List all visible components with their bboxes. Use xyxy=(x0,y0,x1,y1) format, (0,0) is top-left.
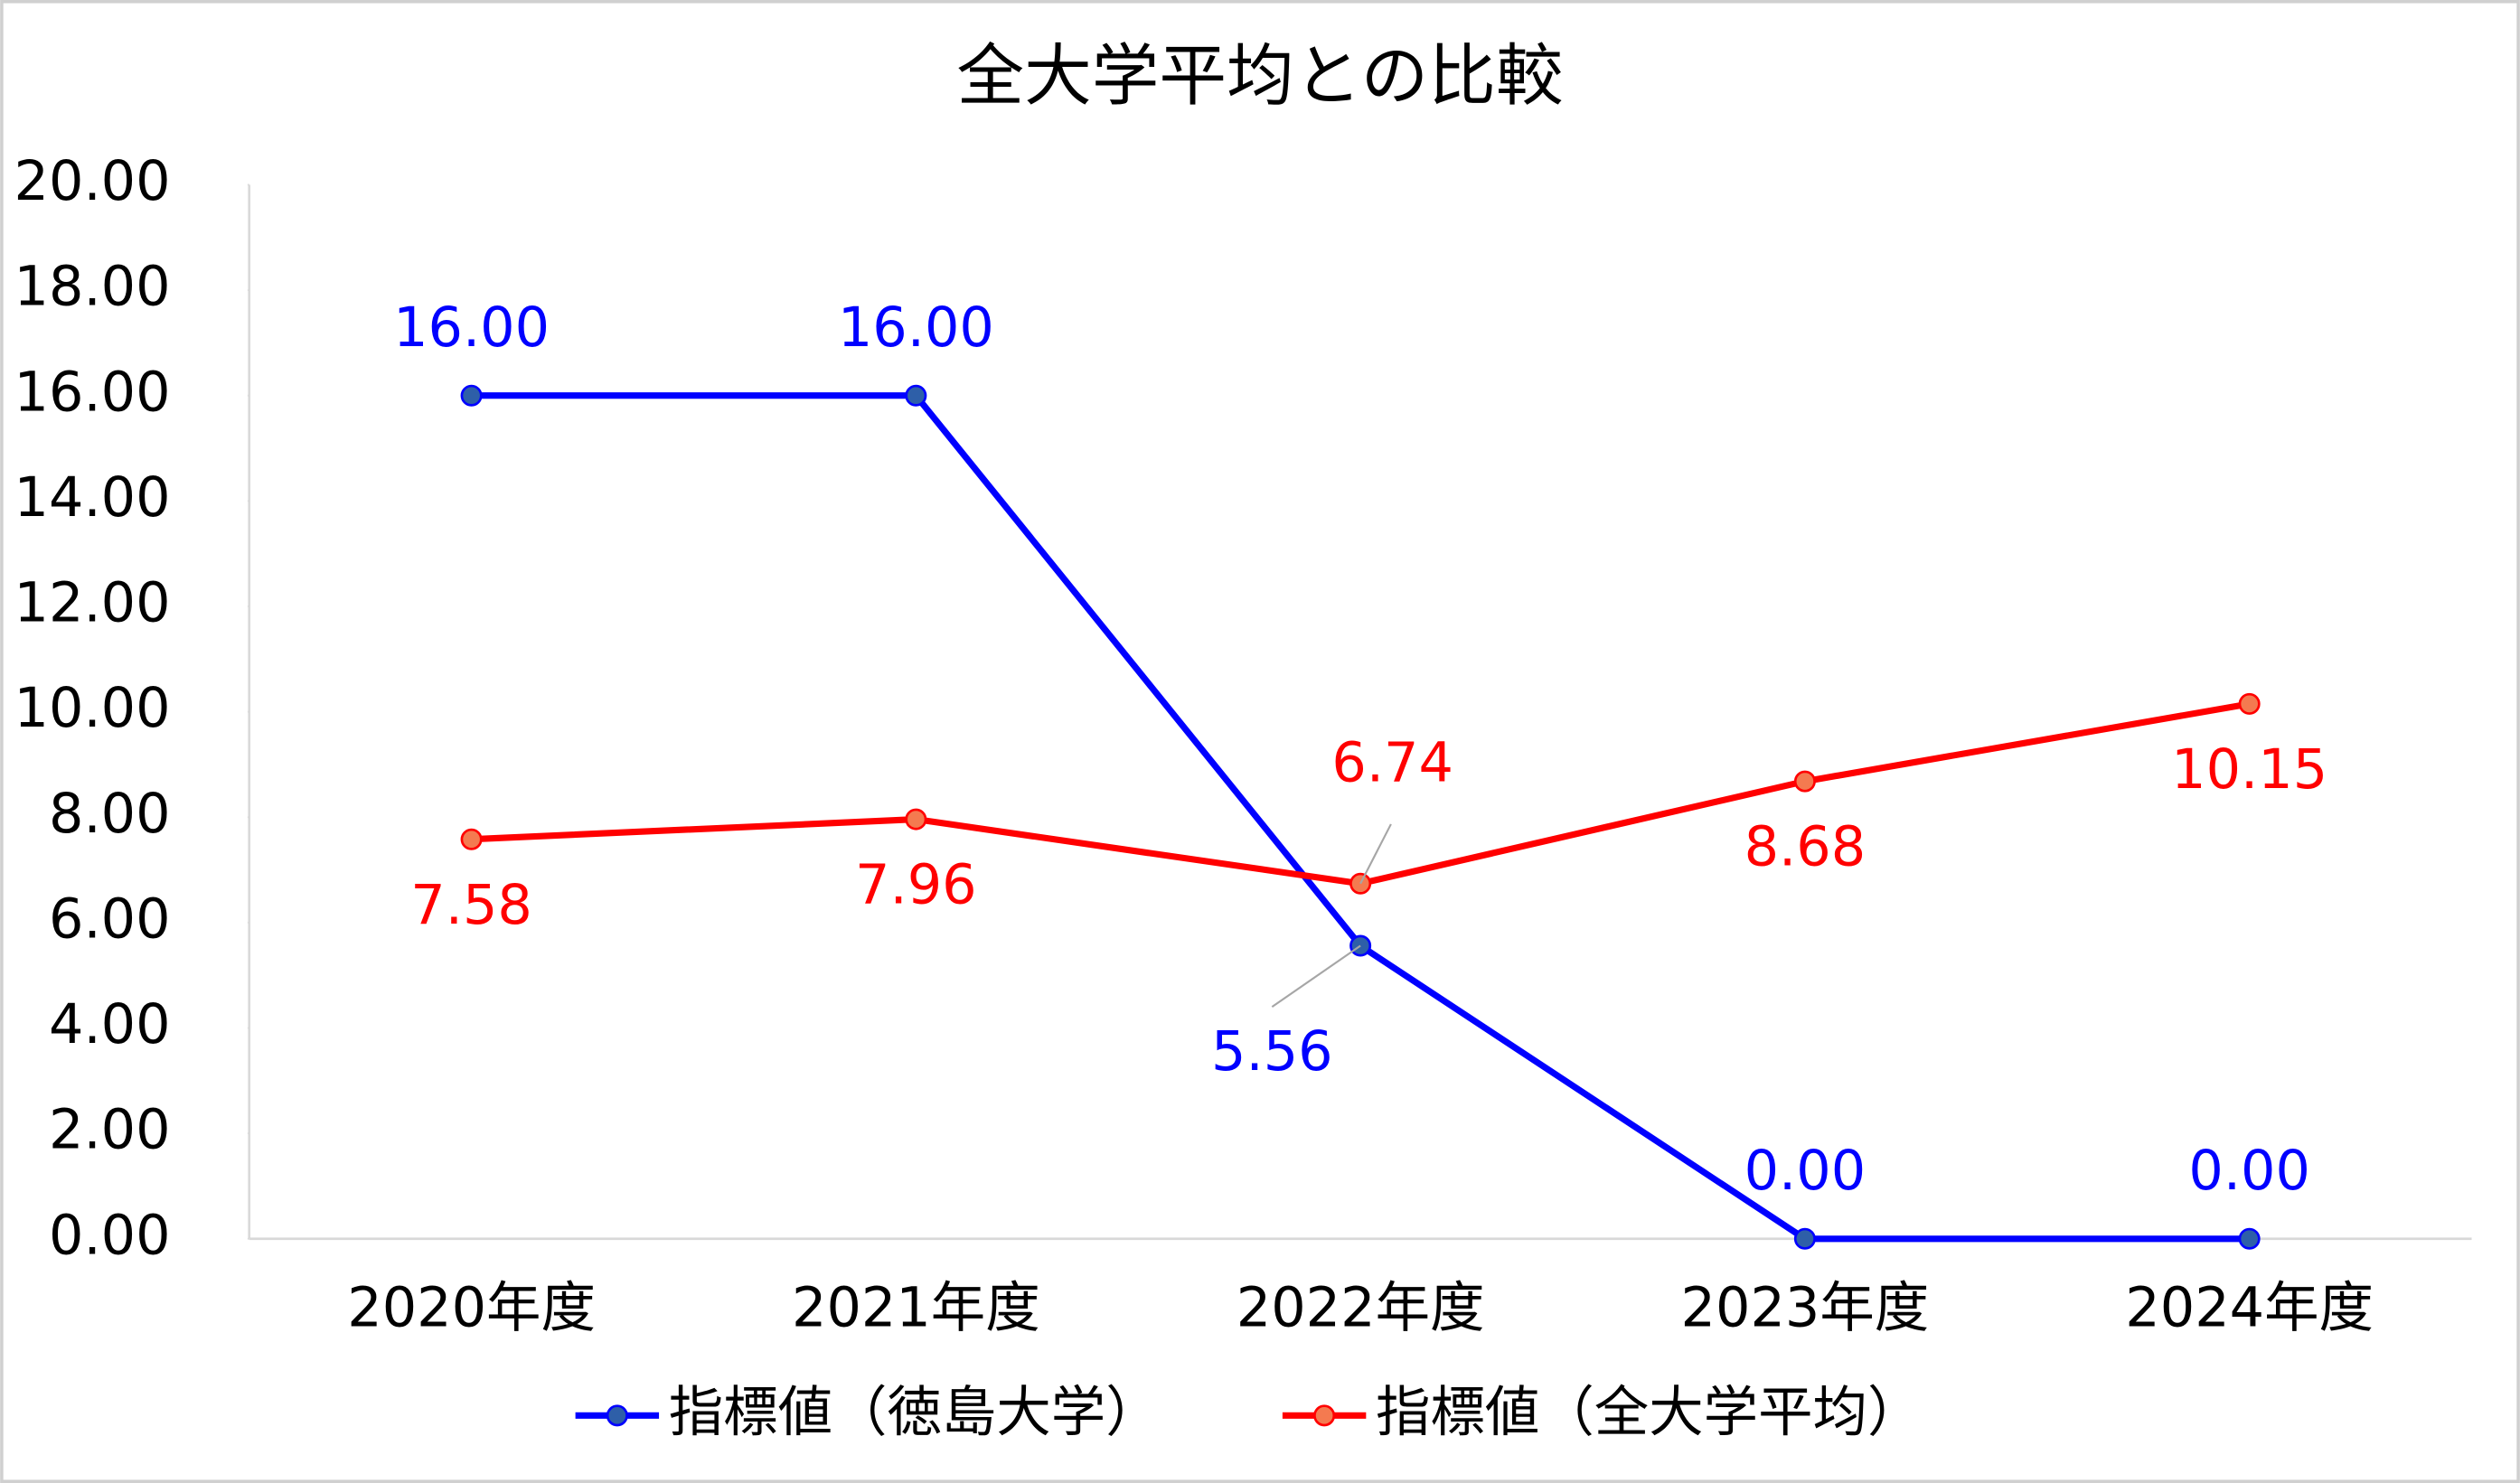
y-tick-label: 0.00 xyxy=(49,1204,171,1267)
data-label: 5.56 xyxy=(1211,1020,1333,1084)
data-point xyxy=(1793,1227,1816,1250)
data-point xyxy=(460,384,483,407)
legend-label: 指標値（全大学平均） xyxy=(1376,1381,1922,1444)
data-point xyxy=(905,384,927,407)
data-label: 10.15 xyxy=(2171,738,2327,802)
data-point xyxy=(2238,1227,2261,1250)
x-tick-label: 2024年度 xyxy=(2125,1276,2374,1339)
y-tick-label: 6.00 xyxy=(49,887,171,951)
y-tick-label: 18.00 xyxy=(14,256,171,319)
data-label: 7.58 xyxy=(410,874,532,937)
chart-title: 全大学平均との比較 xyxy=(956,36,1563,115)
data-point xyxy=(905,808,927,831)
x-tick-label: 2023年度 xyxy=(1681,1276,1930,1339)
y-tick-label: 8.00 xyxy=(49,783,171,846)
y-tick-label: 20.00 xyxy=(14,150,171,213)
y-tick-label: 2.00 xyxy=(49,1099,171,1162)
data-label: 0.00 xyxy=(2188,1140,2310,1203)
x-tick-label: 2022年度 xyxy=(1236,1276,1485,1339)
data-point xyxy=(2238,692,2261,715)
data-label: 7.96 xyxy=(855,854,977,917)
y-tick-label: 12.00 xyxy=(14,572,171,635)
data-label: 16.00 xyxy=(838,296,994,360)
y-tick-label: 16.00 xyxy=(14,361,171,424)
data-label: 8.68 xyxy=(1744,816,1866,879)
data-label: 0.00 xyxy=(1744,1140,1866,1203)
data-point xyxy=(460,828,483,850)
y-tick-label: 10.00 xyxy=(14,677,171,740)
legend-label: 指標値（徳島大学） xyxy=(669,1381,1161,1444)
y-tick-label: 14.00 xyxy=(14,466,171,530)
x-tick-label: 2021年度 xyxy=(792,1276,1040,1339)
data-label: 16.00 xyxy=(393,296,550,360)
legend-marker xyxy=(1313,1404,1336,1427)
data-point xyxy=(1793,770,1816,793)
data-label: 6.74 xyxy=(1331,732,1453,795)
leader-line xyxy=(1271,944,1361,1008)
x-tick-label: 2020年度 xyxy=(347,1276,596,1339)
leader-line xyxy=(1359,823,1392,885)
legend-marker xyxy=(606,1404,628,1427)
y-tick-label: 4.00 xyxy=(49,993,171,1056)
